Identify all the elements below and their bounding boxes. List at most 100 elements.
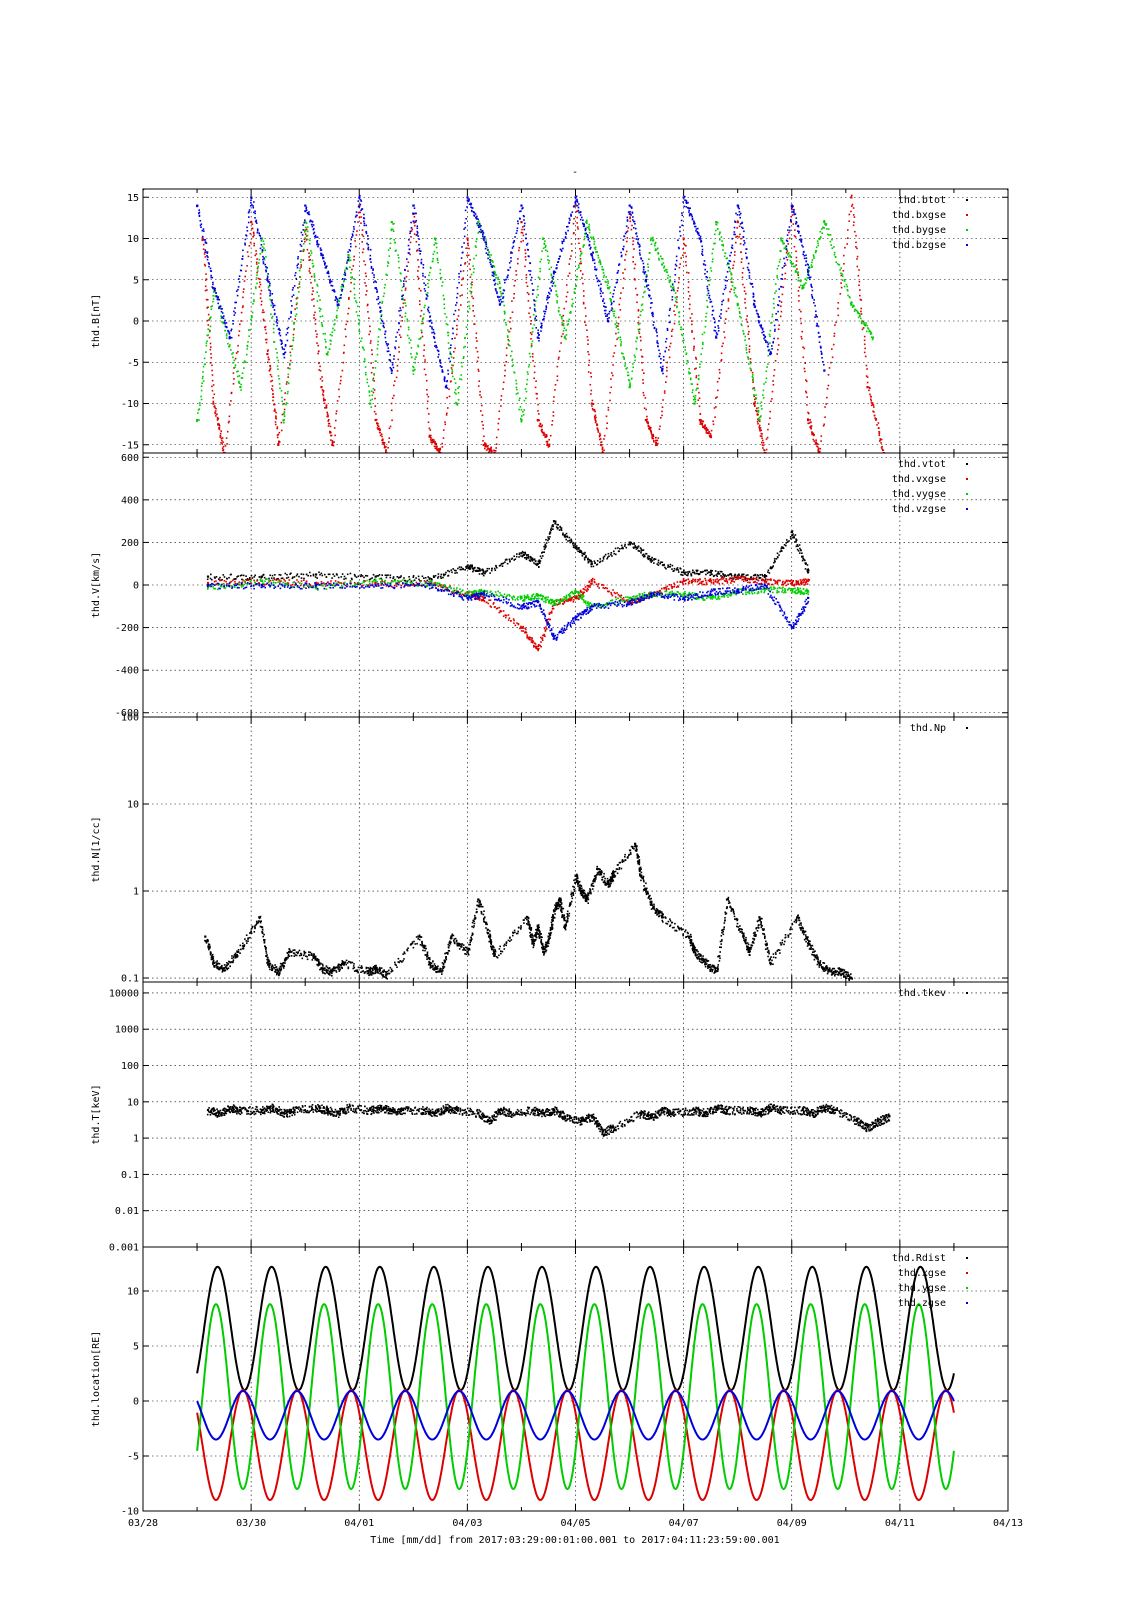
data-point-thd.bygse bbox=[797, 272, 799, 275]
data-point-thd.bzgse bbox=[665, 338, 668, 340]
data-point-thd.bxgse bbox=[779, 315, 782, 318]
data-point-thd.bygse bbox=[528, 364, 531, 366]
data-point-thd.bxgse bbox=[786, 259, 789, 261]
data-point-thd.bzgse bbox=[785, 239, 788, 242]
data-point-thd.bzgse bbox=[602, 298, 605, 300]
data-point-thd.bygse bbox=[206, 334, 208, 337]
data-point-thd.bzgse bbox=[387, 347, 390, 349]
data-point-thd.bygse bbox=[473, 257, 475, 260]
data-point-thd.bxgse bbox=[879, 438, 882, 440]
data-point-thd.bzgse bbox=[748, 275, 751, 277]
data-point-thd.bxgse bbox=[397, 358, 400, 361]
data-point-thd.bzgse bbox=[674, 263, 677, 266]
data-point-thd.bzgse bbox=[640, 258, 643, 260]
data-point-thd.bxgse bbox=[771, 398, 773, 400]
data-point-thd.vtot bbox=[476, 567, 479, 569]
data-point-thd.bxgse bbox=[218, 425, 221, 427]
data-point-thd.bzgse bbox=[602, 300, 604, 302]
data-point-thd.bxgse bbox=[560, 342, 562, 344]
data-point-thd.vtot bbox=[560, 529, 563, 531]
data-point-thd.bxgse bbox=[780, 310, 783, 313]
data-point-thd.vtot bbox=[625, 546, 628, 549]
data-point-thd.vtot bbox=[608, 555, 610, 557]
data-point-thd.vtot bbox=[485, 571, 487, 573]
data-point-thd.bxgse bbox=[546, 435, 548, 437]
data-point-thd.bxgse bbox=[612, 355, 615, 358]
data-point-thd.bxgse bbox=[382, 438, 384, 441]
data-point-thd.bxgse bbox=[375, 413, 377, 415]
data-point-thd.bzgse bbox=[273, 309, 276, 311]
data-point-thd.vtot bbox=[668, 565, 670, 568]
data-point-thd.bxgse bbox=[848, 213, 851, 216]
data-point-thd.bygse bbox=[608, 286, 611, 288]
data-point-thd.bxgse bbox=[482, 443, 485, 446]
data-point-thd.bygse bbox=[815, 246, 818, 249]
data-point-thd.bzgse bbox=[391, 364, 394, 366]
data-point-thd.bzgse bbox=[390, 372, 393, 374]
data-point-thd.bxgse bbox=[240, 311, 243, 314]
data-point-thd.vtot bbox=[685, 571, 687, 574]
data-point-thd.bygse bbox=[679, 328, 682, 331]
data-point-thd.bygse bbox=[590, 237, 593, 240]
data-point-thd.vtot bbox=[448, 570, 451, 573]
data-point-thd.bxgse bbox=[520, 221, 523, 224]
data-point-thd.bygse bbox=[414, 361, 416, 364]
data-point-thd.bygse bbox=[488, 254, 491, 256]
data-point-thd.bygse bbox=[529, 355, 532, 358]
data-point-thd.bzgse bbox=[793, 208, 795, 211]
data-point-thd.vtot bbox=[577, 548, 580, 550]
data-point-thd.bygse bbox=[299, 276, 302, 278]
data-point-thd.bzgse bbox=[495, 288, 497, 290]
data-point-thd.bxgse bbox=[633, 278, 636, 280]
y-tick-label: -5 bbox=[127, 358, 139, 369]
data-point-thd.bzgse bbox=[713, 329, 716, 332]
data-point-thd.bzgse bbox=[407, 244, 410, 247]
data-point-thd.bxgse bbox=[246, 265, 248, 267]
data-point-thd.vtot bbox=[653, 562, 655, 564]
data-point-thd.bygse bbox=[503, 319, 506, 321]
data-point-thd.bxgse bbox=[417, 259, 419, 261]
data-point-thd.bzgse bbox=[579, 218, 582, 221]
data-point-thd.bzgse bbox=[363, 213, 365, 216]
data-point-thd.bygse bbox=[312, 265, 315, 267]
data-point-thd.vtot bbox=[566, 536, 569, 538]
data-point-thd.vtot bbox=[598, 561, 601, 564]
data-point-thd.bygse bbox=[241, 377, 244, 379]
data-point-thd.bzgse bbox=[818, 341, 821, 343]
data-point-thd.bzgse bbox=[721, 303, 723, 306]
data-point-thd.bzgse bbox=[814, 304, 816, 307]
data-point-thd.bzgse bbox=[373, 274, 375, 276]
data-point-thd.bzgse bbox=[565, 233, 567, 235]
data-point-thd.bygse bbox=[728, 263, 730, 265]
data-point-thd.vtot bbox=[392, 577, 394, 580]
data-point-thd.bxgse bbox=[263, 319, 265, 322]
data-point-thd.bzgse bbox=[800, 241, 803, 243]
data-point-thd.bzgse bbox=[345, 267, 348, 270]
data-point-thd.bygse bbox=[365, 373, 367, 376]
data-point-thd.vtot bbox=[316, 577, 318, 579]
data-point-thd.bxgse bbox=[793, 245, 796, 248]
data-point-thd.bygse bbox=[367, 385, 370, 387]
data-point-thd.bxgse bbox=[456, 328, 458, 331]
data-point-thd.bxgse bbox=[305, 228, 308, 231]
data-point-thd.vtot bbox=[376, 575, 378, 577]
data-point-thd.bzgse bbox=[327, 272, 330, 275]
data-point-thd.bygse bbox=[519, 397, 521, 400]
data-point-thd.vtot bbox=[647, 555, 649, 557]
data-point-thd.bzgse bbox=[597, 284, 600, 287]
data-point-thd.bxgse bbox=[863, 351, 866, 354]
data-point-thd.bxgse bbox=[668, 356, 671, 359]
data-point-thd.bzgse bbox=[734, 220, 736, 223]
data-point-thd.bxgse bbox=[678, 266, 681, 269]
data-point-thd.vtot bbox=[634, 546, 637, 549]
data-point-thd.vtot bbox=[543, 548, 546, 551]
data-point-thd.bxgse bbox=[612, 364, 614, 366]
data-point-thd.bzgse bbox=[429, 325, 431, 328]
data-point-thd.bxgse bbox=[626, 230, 629, 232]
data-point-thd.bygse bbox=[780, 240, 783, 242]
data-point-thd.bxgse bbox=[410, 230, 413, 232]
data-point-thd.bygse bbox=[525, 390, 528, 393]
data-point-thd.vtot bbox=[638, 550, 641, 552]
data-point-thd.vtot bbox=[366, 575, 369, 577]
data-point-thd.bxgse bbox=[853, 221, 855, 223]
